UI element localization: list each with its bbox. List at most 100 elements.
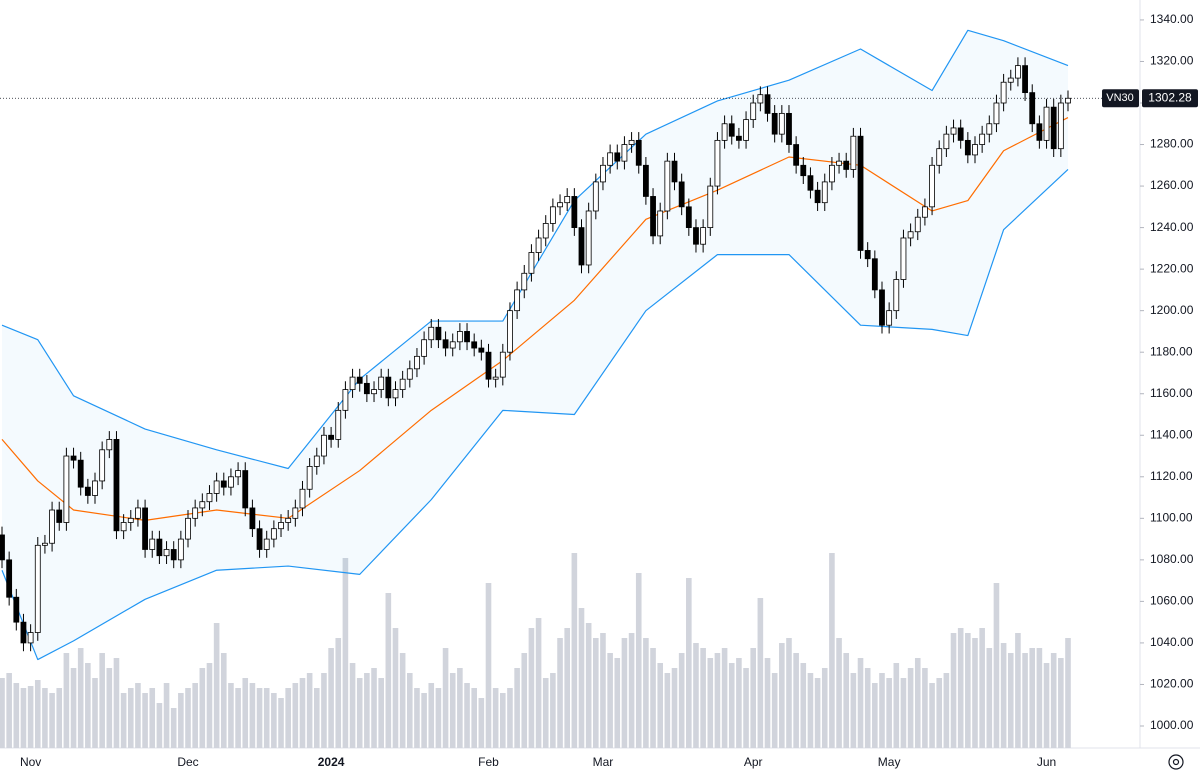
y-tick-label: 1020.00 xyxy=(1150,677,1194,691)
candle-body xyxy=(299,488,306,509)
band-lower xyxy=(1,169,1069,661)
volume-bar xyxy=(872,683,878,748)
volume-bar xyxy=(965,633,971,748)
volume-bar xyxy=(49,693,55,748)
candle-body xyxy=(163,549,170,557)
volume-bar xyxy=(857,658,864,748)
candle-body xyxy=(185,517,191,540)
candle-body xyxy=(735,135,742,141)
volume-bar xyxy=(313,688,320,748)
volume-bar xyxy=(1036,648,1043,748)
volume-bar xyxy=(342,558,349,748)
settings-icon[interactable] xyxy=(1168,754,1184,770)
volume-bar xyxy=(364,673,370,748)
candle-body xyxy=(235,470,241,478)
candle-body xyxy=(1050,106,1057,150)
candle-body xyxy=(499,351,506,378)
volume-bar xyxy=(714,653,721,748)
y-tick-label: 1080.00 xyxy=(1150,552,1194,566)
candle-body xyxy=(177,538,184,561)
candle-body xyxy=(1029,92,1036,125)
candle-body xyxy=(814,189,821,204)
candle-body xyxy=(92,480,98,496)
volume-bar xyxy=(585,623,592,748)
candle-body xyxy=(549,206,556,224)
candle-body xyxy=(1065,97,1071,104)
volume-bar xyxy=(1050,653,1057,748)
volume-bar xyxy=(249,683,256,748)
volume-bar xyxy=(736,658,742,748)
volume-bar xyxy=(593,638,599,748)
candle-body xyxy=(1007,77,1014,83)
volume-bar xyxy=(435,688,442,748)
candle-body xyxy=(850,135,857,170)
volume-bar xyxy=(514,668,520,748)
volume-bar xyxy=(578,608,585,748)
volume-bar xyxy=(1007,653,1014,748)
volume-bar xyxy=(793,653,799,748)
y-tick-label: 1200.00 xyxy=(1150,303,1194,317)
volume-bar xyxy=(85,663,91,748)
volume-bar xyxy=(936,678,943,748)
candle-body xyxy=(321,434,327,457)
candle-body xyxy=(135,507,141,519)
y-tick-label: 1120.00 xyxy=(1150,469,1193,483)
candle-body xyxy=(149,538,156,550)
candle-body xyxy=(1036,123,1043,141)
candle-body xyxy=(242,470,249,509)
candle-body xyxy=(557,202,563,208)
volume-bar xyxy=(528,628,535,748)
volume-bar xyxy=(106,668,113,748)
x-tick-label: Dec xyxy=(177,755,198,769)
candle-body xyxy=(857,135,864,251)
volume-bar xyxy=(864,668,871,748)
candle-body xyxy=(56,509,63,523)
volume-bar xyxy=(378,678,384,748)
volume-bar xyxy=(757,598,764,748)
candle-body xyxy=(757,94,764,104)
volume-bar xyxy=(185,688,191,748)
candle-body xyxy=(1057,102,1064,150)
volume-bar xyxy=(421,693,427,748)
volume-bar xyxy=(399,653,406,748)
volume-bar xyxy=(1043,663,1050,748)
volume-bar xyxy=(92,678,98,748)
volume-bar xyxy=(299,678,306,748)
candle-body xyxy=(478,347,485,353)
candle-body xyxy=(914,216,921,233)
volume-bar xyxy=(457,668,463,748)
volume-bar xyxy=(764,658,771,748)
volume-bar xyxy=(879,673,885,748)
volume-bar xyxy=(671,668,678,748)
volume-bar xyxy=(70,668,77,748)
volume-bar xyxy=(829,553,835,748)
candle-body xyxy=(13,596,20,623)
candle-body xyxy=(120,522,127,532)
volume-bar xyxy=(149,688,156,748)
volume-bar xyxy=(621,638,628,748)
volume-bar xyxy=(321,673,327,748)
y-tick-label: 1340.00 xyxy=(1150,12,1194,26)
y-tick-label: 1000.00 xyxy=(1150,718,1194,732)
candle-body xyxy=(642,164,649,197)
candle-body xyxy=(542,223,549,239)
candle-body xyxy=(786,112,792,145)
candle-body xyxy=(70,455,77,461)
candle-body xyxy=(313,455,320,467)
volume-bar xyxy=(507,688,513,748)
x-tick-label: Apr xyxy=(744,755,763,769)
volume-bar xyxy=(464,683,470,748)
volume-bar xyxy=(13,683,20,748)
volume-bar xyxy=(800,663,807,748)
candle-body xyxy=(349,376,356,390)
candle-body xyxy=(335,409,342,440)
x-tick-label: Jun xyxy=(1037,755,1056,769)
volume-bar xyxy=(929,683,935,748)
volume-bar xyxy=(993,583,1000,748)
candle-body xyxy=(700,227,707,245)
candle-body xyxy=(442,339,449,349)
candle-body xyxy=(292,507,299,519)
candle-body xyxy=(707,185,714,228)
candle-body xyxy=(950,127,957,135)
candle-body xyxy=(213,480,220,494)
